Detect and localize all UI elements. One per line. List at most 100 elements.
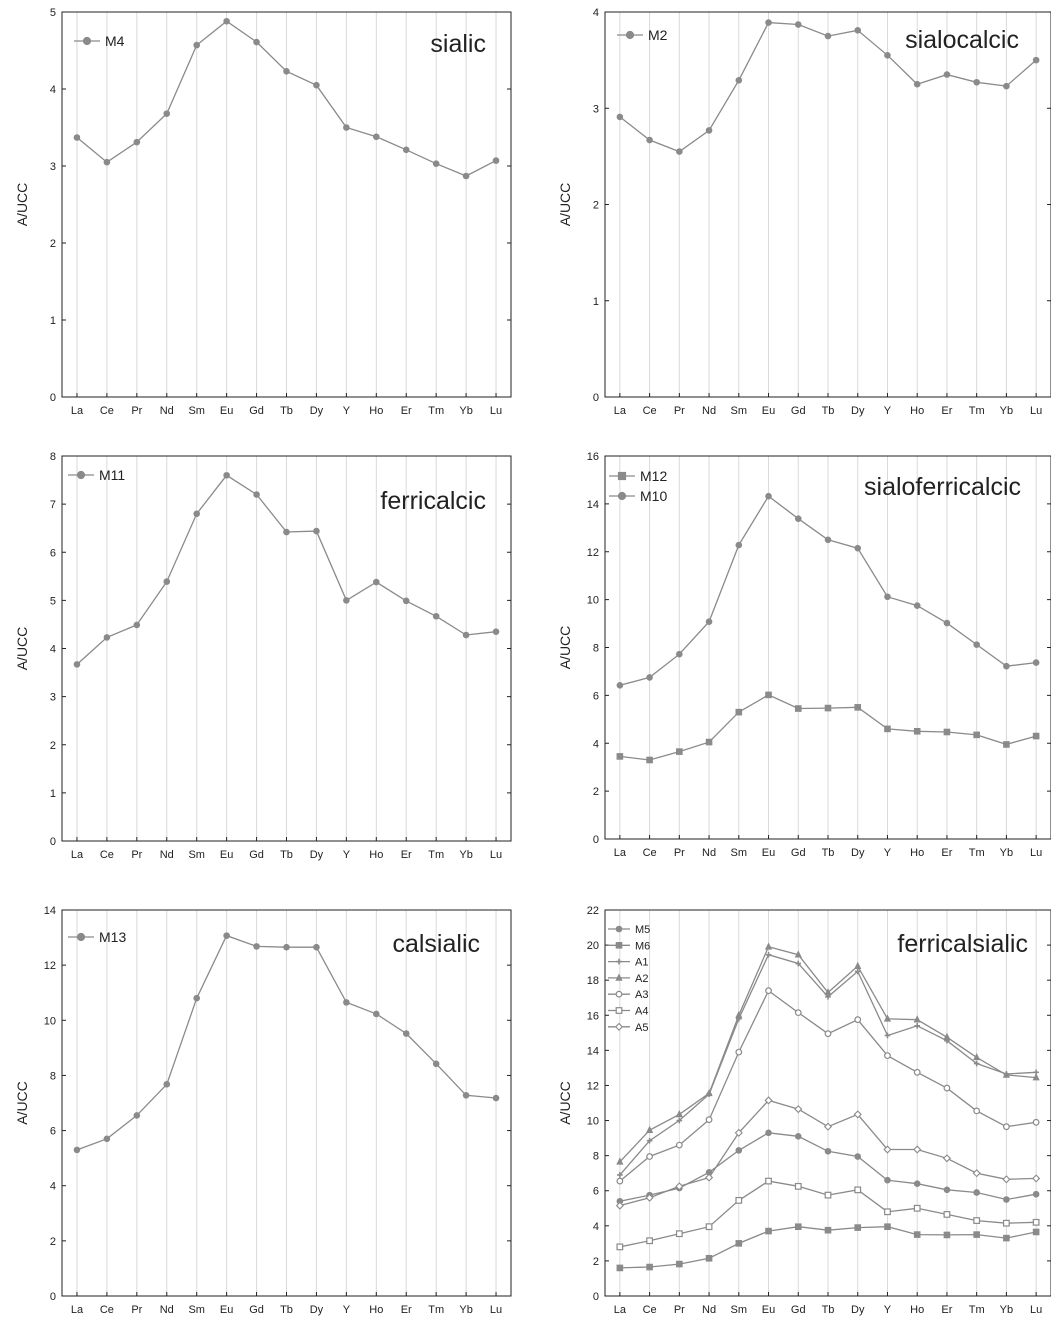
x-tick-label: Y: [343, 849, 351, 861]
x-tick-label: Eu: [762, 405, 775, 417]
data-point: [1032, 56, 1040, 64]
legend: M5 M6 A1 A2 A3 A4 A5: [608, 924, 650, 1034]
data-point: [676, 650, 683, 658]
y-tick-label: 4: [593, 7, 599, 19]
y-tick-label: 2: [593, 1256, 599, 1268]
x-tick-label: Tm: [428, 1304, 444, 1316]
legend-label: A4: [635, 1006, 648, 1018]
series-A4: [616, 1177, 1040, 1251]
data-point: [1003, 1196, 1010, 1203]
y-axis-label: A/UCC: [557, 626, 573, 670]
data-point: [735, 1010, 743, 1019]
y-axis-label: A/UCC: [557, 183, 573, 227]
legend-marker: [76, 932, 86, 942]
y-tick-label: 1: [50, 315, 56, 327]
data-point: [765, 1177, 772, 1185]
x-tick-label: Nd: [160, 405, 174, 417]
x-tick-label: Y: [884, 847, 892, 859]
data-point: [734, 1128, 743, 1137]
data-point: [943, 728, 951, 736]
data-point: [646, 136, 653, 144]
x-tick-label: Eu: [220, 849, 233, 861]
data-point: [1032, 1190, 1040, 1198]
x-tick-label: Yb: [459, 405, 472, 417]
data-point: [253, 38, 260, 46]
data-point: [884, 1032, 891, 1039]
y-tick-label: 2: [593, 200, 599, 212]
x-tick-label: Gd: [249, 405, 264, 417]
legend-item: M5: [608, 924, 650, 936]
x-tick-label: Tb: [280, 405, 293, 417]
data-point: [1003, 1123, 1010, 1131]
data-point: [764, 1096, 773, 1105]
data-point: [646, 1263, 653, 1271]
x-tick-label: Ce: [100, 1304, 114, 1316]
y-tick-label: 5: [50, 595, 56, 607]
data-point: [973, 731, 980, 739]
data-point: [854, 544, 862, 552]
data-point: [854, 1153, 862, 1160]
data-point: [795, 960, 802, 967]
y-axis-label: A/UCC: [14, 183, 30, 227]
panel-title: sialocalcic: [905, 26, 1019, 54]
y-tick-label: 10: [44, 1015, 56, 1027]
data-point: [402, 1030, 410, 1037]
data-point: [616, 1177, 624, 1185]
data-point: [794, 515, 802, 523]
data-point: [943, 1032, 951, 1041]
x-tick-label: Eu: [762, 1304, 775, 1316]
y-tick-label: 8: [50, 451, 56, 463]
x-tick-label: Y: [343, 405, 351, 417]
data-point: [492, 157, 500, 164]
x-tick-label: Lu: [1030, 847, 1042, 859]
series-A3: [616, 987, 1040, 1185]
data-point: [492, 628, 500, 635]
series-M11: [73, 471, 500, 668]
data-point: [1003, 82, 1010, 90]
data-point: [313, 527, 320, 535]
legend-label: A3: [635, 989, 648, 1001]
data-point: [73, 661, 81, 668]
legend-label: A1: [635, 957, 648, 969]
data-point: [1032, 659, 1040, 666]
data-point: [794, 1105, 803, 1114]
y-tick-label: 4: [593, 1221, 599, 1233]
data-point: [765, 951, 772, 958]
data-point: [193, 510, 200, 518]
series-M4: [73, 17, 500, 180]
x-tick-label: La: [614, 847, 627, 859]
series-A5: [615, 1096, 1041, 1210]
x-tick-label: Ho: [369, 849, 383, 861]
data-point: [313, 943, 320, 951]
y-tick-label: 3: [593, 103, 599, 115]
x-tick-label: Yb: [459, 1304, 472, 1316]
data-point: [373, 1010, 380, 1018]
legend-label: M13: [99, 929, 126, 945]
data-point: [617, 1172, 623, 1178]
data-point: [973, 1060, 980, 1067]
data-point: [884, 1052, 891, 1060]
y-tick-label: 16: [587, 1010, 599, 1022]
data-point: [884, 52, 891, 59]
y-tick-label: 1: [50, 788, 56, 800]
y-tick-label: 12: [587, 1080, 599, 1092]
data-point: [73, 134, 81, 141]
legend-item: A1: [608, 957, 648, 969]
data-point: [223, 471, 230, 479]
legend-item: A3: [608, 989, 648, 1001]
legend-label: A2: [635, 973, 648, 985]
legend-item: M13: [68, 929, 126, 945]
x-tick-label: Gd: [791, 847, 806, 859]
data-point: [854, 26, 862, 34]
y-axis-label: A/UCC: [557, 1081, 573, 1125]
data-point: [1032, 1073, 1040, 1081]
data-point: [1002, 1175, 1011, 1184]
data-point: [854, 1016, 862, 1024]
legend-item: A2: [608, 973, 648, 985]
data-point: [854, 961, 862, 969]
x-tick-label: Dy: [851, 405, 865, 417]
x-tick-label: Sm: [731, 1304, 748, 1316]
x-tick-label: Y: [343, 1304, 351, 1316]
data-point: [193, 994, 200, 1002]
data-point: [973, 78, 980, 86]
